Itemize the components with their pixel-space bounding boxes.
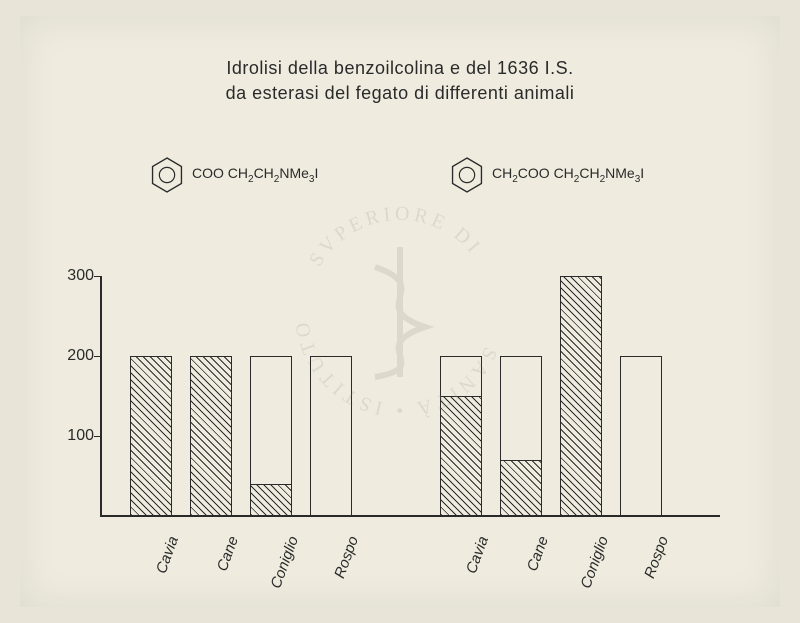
x-label: Cane	[509, 534, 552, 615]
bar-fill	[440, 396, 482, 516]
ytick-mark	[94, 276, 100, 277]
ytick-label: 100	[54, 427, 94, 445]
x-label: Cavia	[139, 534, 182, 615]
bar-fill	[560, 276, 602, 516]
bar-fill	[250, 484, 292, 516]
bar-chart: 100 200 300 Cavia Cane Coniglio Rospo Ca…	[100, 276, 740, 536]
ytick-mark	[94, 356, 100, 357]
x-label: Coniglio	[259, 534, 302, 615]
formula-left-text: COO CH2CH2NMe3I	[192, 165, 318, 185]
bar-fill	[190, 356, 232, 516]
formula-right-text: CH2COO CH2CH2NMe3I	[492, 165, 644, 185]
y-axis	[100, 276, 102, 516]
x-label: Rospo	[629, 534, 672, 615]
photo-frame: Idrolisi della benzoilcolina e del 1636 …	[20, 16, 780, 607]
title-line-2: da esterasi del fegato di differenti ani…	[226, 83, 575, 103]
formula-left: COO CH2CH2NMe3I	[150, 156, 318, 194]
bar-outline	[620, 356, 662, 516]
x-label: Rospo	[319, 534, 362, 615]
title-line-1: Idrolisi della benzoilcolina e del 1636 …	[226, 58, 573, 78]
benzene-icon	[450, 156, 484, 194]
x-label: Cavia	[449, 534, 492, 615]
chart-title: Idrolisi della benzoilcolina e del 1636 …	[20, 56, 780, 106]
ytick-mark	[94, 436, 100, 437]
x-label: Coniglio	[569, 534, 612, 615]
bar-fill	[130, 356, 172, 516]
ytick-label: 300	[54, 267, 94, 285]
svg-text:SVPERIORE DI: SVPERIORE DI	[305, 202, 487, 270]
x-label: Cane	[199, 534, 242, 615]
bar-fill	[500, 460, 542, 516]
bar-outline	[310, 356, 352, 516]
formula-right: CH2COO CH2CH2NMe3I	[450, 156, 644, 194]
benzene-icon	[150, 156, 184, 194]
ytick-label: 200	[54, 347, 94, 365]
